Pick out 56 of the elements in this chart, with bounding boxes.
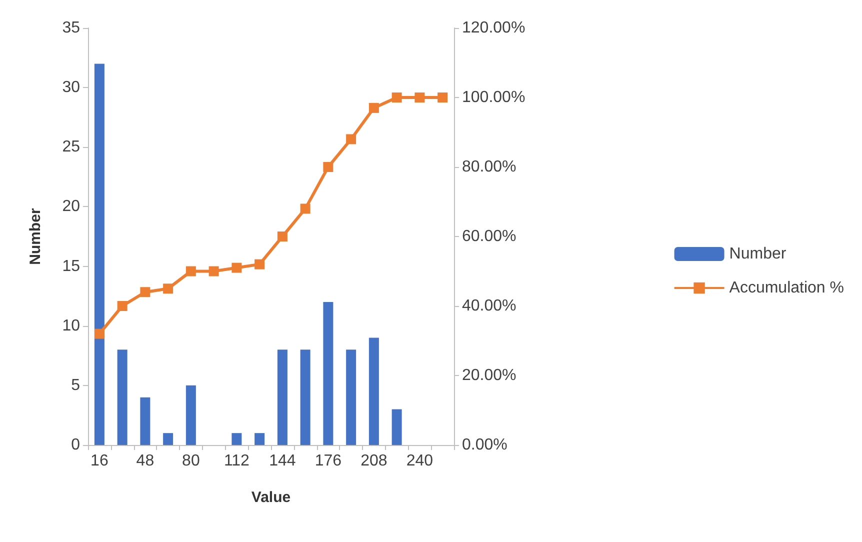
point — [117, 301, 128, 311]
bar — [346, 350, 356, 445]
bar — [94, 64, 104, 445]
bar — [254, 433, 265, 445]
point — [368, 102, 379, 113]
point — [254, 259, 265, 270]
y-tick-label: 0 — [71, 436, 80, 454]
y2-tick-label: 60.00% — [462, 228, 516, 245]
bar — [368, 338, 379, 445]
x-tick-label: 48 — [136, 452, 154, 470]
point — [140, 287, 150, 298]
y-tick-label: 25 — [62, 138, 80, 156]
y-tick-label: 30 — [62, 79, 80, 96]
point — [300, 204, 310, 214]
y2-tick-label: 80.00% — [462, 158, 516, 176]
y2-tick-label: 100.00% — [462, 89, 526, 106]
bar — [323, 302, 334, 445]
x-tick-label: 80 — [182, 452, 200, 470]
bar — [277, 350, 288, 445]
y-tick-label: 15 — [62, 258, 80, 275]
bar — [232, 433, 242, 445]
y-tick-label: 10 — [62, 317, 80, 334]
bar — [392, 409, 402, 445]
y2-tick-label: 40.00% — [462, 298, 516, 314]
legend-label: Accumulation % — [729, 280, 844, 296]
point — [414, 92, 425, 102]
point — [186, 266, 196, 276]
x-tick-label: 112 — [224, 452, 250, 470]
y-tick-label: 5 — [71, 376, 80, 394]
x-tick-label: 144 — [269, 452, 296, 470]
point — [438, 92, 448, 102]
x-tick-label: 208 — [360, 452, 388, 470]
point — [94, 328, 104, 339]
x-tick-label: 240 — [406, 452, 434, 470]
x-axis-title: Value — [251, 489, 291, 506]
y2-tick-label: 120.00% — [462, 20, 526, 36]
point — [208, 266, 219, 276]
bar — [140, 397, 150, 445]
y-tick-label: 35 — [62, 20, 80, 36]
bar — [186, 385, 196, 445]
point — [323, 162, 334, 172]
y2-tick-label: 0.00% — [462, 436, 508, 454]
point — [277, 232, 288, 242]
bar — [300, 350, 310, 445]
y2-tick-label: 20.00% — [462, 367, 516, 384]
point — [163, 284, 174, 294]
bar — [163, 433, 174, 445]
bar — [117, 350, 128, 445]
point — [346, 134, 356, 144]
y-axis-title: Number — [27, 208, 44, 265]
x-tick-label: 16 — [90, 452, 108, 470]
y-tick-label: 20 — [62, 198, 80, 216]
legend-label: Number — [729, 246, 787, 262]
point — [232, 262, 242, 273]
point — [392, 92, 402, 102]
x-tick-label: 176 — [314, 452, 342, 470]
